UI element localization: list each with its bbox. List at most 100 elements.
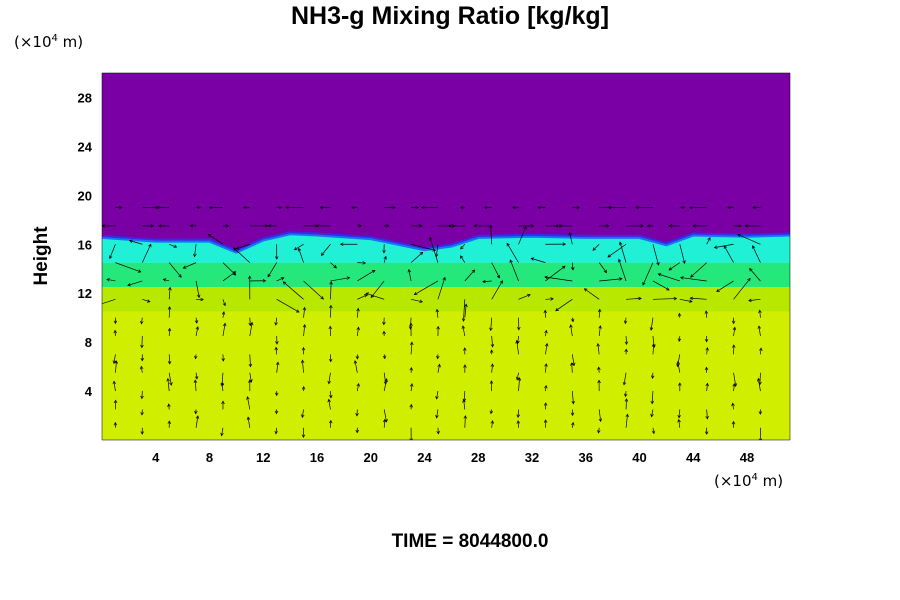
- wind-vector: [435, 244, 439, 257]
- wind-vector: [491, 420, 493, 428]
- wind-vector: [222, 299, 226, 306]
- wind-vector-head: [677, 338, 682, 342]
- wind-vector-head: [496, 274, 500, 279]
- wind-vector-head: [156, 205, 160, 210]
- wind-vector: [267, 262, 277, 278]
- wind-vector-head: [435, 308, 440, 313]
- y-tick-label: 20: [78, 188, 92, 203]
- wind-vector: [276, 299, 300, 313]
- wind-vector: [598, 309, 601, 318]
- wind-vector-head: [140, 320, 144, 325]
- wind-vector-head: [195, 326, 200, 330]
- wind-vector: [598, 409, 602, 422]
- wind-vector: [598, 367, 600, 373]
- wind-vector-head: [362, 261, 367, 265]
- layer-cloud-mid: [102, 262, 790, 288]
- wind-vector: [436, 391, 439, 399]
- wind-vector-head: [140, 431, 144, 435]
- wind-vector: [410, 342, 413, 355]
- wind-vector-head: [346, 276, 351, 280]
- wind-vector-head: [596, 343, 600, 347]
- wind-vector: [249, 354, 251, 367]
- wind-vector-head: [489, 224, 493, 229]
- plot-frame: [101, 72, 791, 441]
- wind-vector-head: [555, 307, 559, 312]
- wind-vector-head: [463, 347, 467, 351]
- wind-vector-head: [382, 330, 386, 335]
- wind-vector: [491, 335, 493, 347]
- wind-vector-head: [295, 309, 300, 313]
- dry-region: [102, 73, 790, 252]
- wind-vector-head: [642, 281, 646, 286]
- wind-vector-head: [597, 379, 601, 384]
- wind-vector: [752, 245, 761, 263]
- wind-vector: [491, 280, 503, 300]
- wind-vector-head: [607, 205, 612, 210]
- wind-vector: [115, 262, 141, 273]
- wind-vector-head: [668, 224, 672, 228]
- wind-vector: [531, 258, 546, 263]
- wind-vector: [545, 363, 547, 373]
- wind-vector: [705, 310, 708, 318]
- wind-vector-head: [248, 363, 253, 368]
- wind-vector-head: [727, 205, 731, 210]
- wind-vector-head: [327, 398, 331, 403]
- wind-vector-head: [267, 273, 271, 278]
- wind-vector: [491, 363, 493, 373]
- wind-vector: [168, 262, 182, 278]
- wind-vector-head: [419, 224, 423, 228]
- wind-vector: [758, 326, 761, 337]
- y-tick-label: 8: [85, 335, 92, 350]
- wind-vector: [113, 381, 116, 392]
- wind-vector-head: [242, 205, 247, 210]
- wind-vector: [356, 308, 359, 318]
- wind-vector-head: [419, 299, 424, 304]
- wind-vector: [518, 226, 527, 245]
- wind-vector-head: [140, 412, 144, 416]
- wind-vector: [357, 270, 376, 282]
- wind-vector-head: [235, 246, 240, 250]
- wind-vector-head: [300, 359, 305, 364]
- wind-vector-head: [409, 438, 413, 440]
- wind-vector-head: [747, 277, 751, 282]
- wind-vector-head: [127, 283, 131, 287]
- wind-vector-head: [301, 346, 306, 351]
- wind-vector-head: [167, 327, 172, 332]
- wind-vector: [168, 354, 171, 364]
- wind-vector-head: [462, 398, 467, 403]
- wind-vector: [460, 244, 466, 250]
- wind-vector: [570, 324, 573, 337]
- wind-vector-head: [758, 381, 762, 386]
- wind-vector-head: [509, 259, 513, 264]
- wind-vector-head: [275, 361, 280, 366]
- wind-vector: [757, 378, 761, 392]
- wind-vector: [625, 414, 628, 428]
- wind-vector-head: [678, 382, 682, 386]
- wind-vector-head: [650, 400, 655, 405]
- wind-vector-head: [382, 250, 386, 254]
- wind-vector-head: [168, 286, 172, 291]
- wind-vector: [679, 244, 686, 264]
- wind-vector-head: [561, 265, 566, 270]
- wind-vector: [330, 277, 350, 282]
- wind-vector: [482, 280, 492, 283]
- wind-vector: [642, 262, 654, 286]
- y-tick-label: 4: [85, 384, 93, 399]
- wind-vector-head: [704, 431, 709, 435]
- wind-vector-head: [759, 347, 763, 352]
- wind-vector-head: [113, 399, 118, 404]
- wind-vector-head: [248, 322, 252, 327]
- wind-vector-head: [527, 293, 531, 298]
- wind-vector-head: [568, 231, 572, 236]
- wind-vector-head: [517, 326, 521, 331]
- wind-vector-head: [625, 413, 629, 418]
- wind-vector-head: [140, 395, 144, 400]
- wind-vector-head: [302, 306, 307, 311]
- wind-vector-head: [196, 294, 201, 299]
- wind-vector-head: [222, 302, 226, 307]
- wind-vector-head: [220, 432, 224, 437]
- wind-vector-head: [530, 257, 535, 261]
- time-label: TIME = 8044800.0: [391, 531, 549, 552]
- wind-vector: [168, 287, 171, 300]
- wind-vector-head: [137, 269, 142, 273]
